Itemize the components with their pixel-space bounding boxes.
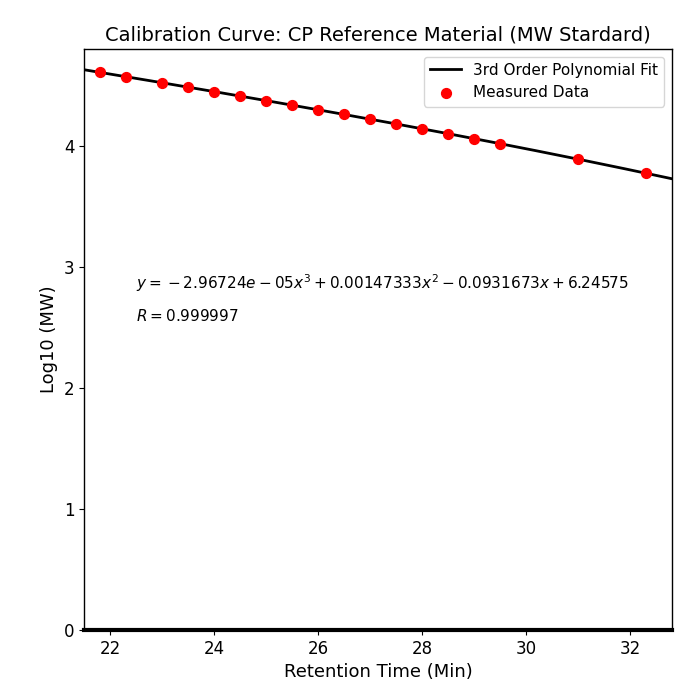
Measured Data xyxy=(183,81,194,92)
Measured Data xyxy=(286,99,297,111)
X-axis label: Retention Time (Min): Retention Time (Min) xyxy=(284,664,472,681)
Measured Data xyxy=(157,77,168,88)
Measured Data xyxy=(339,109,350,120)
Measured Data xyxy=(416,123,428,134)
Measured Data xyxy=(260,95,272,106)
Measured Data xyxy=(442,128,454,139)
Measured Data xyxy=(120,71,131,82)
Measured Data xyxy=(234,90,246,101)
Measured Data xyxy=(209,86,220,97)
3rd Order Polynomial Fit xyxy=(398,121,407,130)
3rd Order Polynomial Fit xyxy=(561,153,570,161)
3rd Order Polynomial Fit xyxy=(430,127,438,135)
Measured Data xyxy=(495,138,506,149)
3rd Order Polynomial Fit xyxy=(668,174,676,183)
Title: Calibration Curve: CP Reference Material (MW Stardard): Calibration Curve: CP Reference Material… xyxy=(105,26,651,45)
Text: $y = -2.96724e-05x^3 + 0.00147333x^2 - 0.0931673x + 6.24575$: $y = -2.96724e-05x^3 + 0.00147333x^2 - 0… xyxy=(136,272,629,294)
3rd Order Polynomial Fit xyxy=(359,113,368,122)
Measured Data xyxy=(573,153,584,164)
Measured Data xyxy=(94,66,105,78)
Line: 3rd Order Polynomial Fit: 3rd Order Polynomial Fit xyxy=(84,70,672,178)
Measured Data xyxy=(640,167,652,178)
3rd Order Polynomial Fit xyxy=(654,172,662,180)
Measured Data xyxy=(391,118,402,130)
Legend: 3rd Order Polynomial Fit, Measured Data: 3rd Order Polynomial Fit, Measured Data xyxy=(424,57,664,106)
Text: $R = 0.999997$: $R = 0.999997$ xyxy=(136,308,239,324)
3rd Order Polynomial Fit xyxy=(363,114,371,122)
Measured Data xyxy=(365,113,376,125)
Measured Data xyxy=(313,104,324,116)
Y-axis label: Log10 (MW): Log10 (MW) xyxy=(40,286,58,393)
Measured Data xyxy=(469,133,480,144)
3rd Order Polynomial Fit xyxy=(80,66,88,74)
